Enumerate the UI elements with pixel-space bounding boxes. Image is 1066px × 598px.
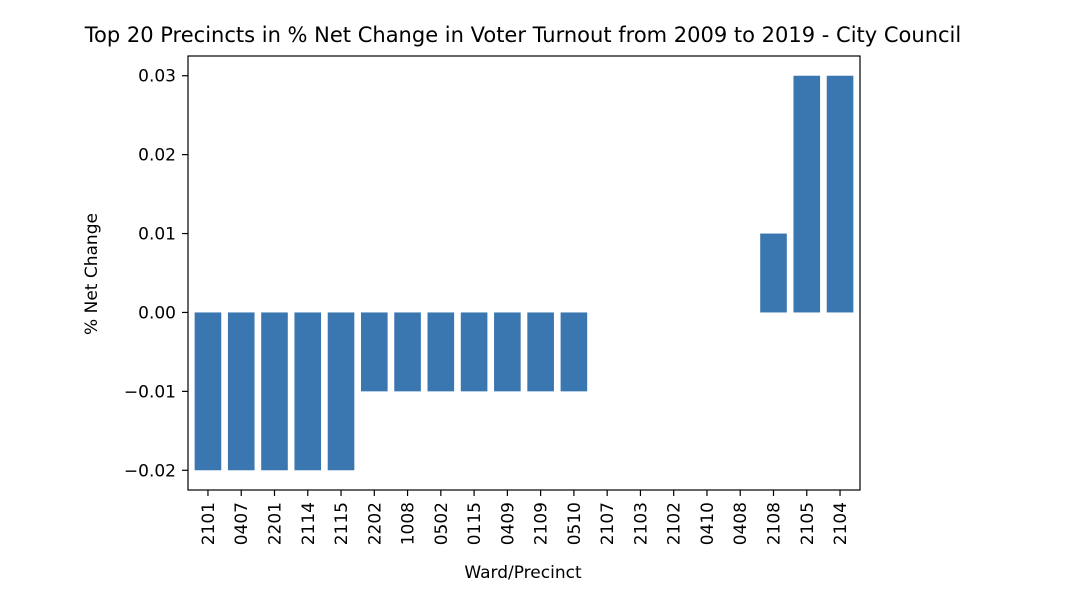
bar-2108 [760, 233, 787, 313]
x-tick-label: 2114 [299, 502, 319, 545]
y-tick-label: −0.01 [124, 382, 176, 402]
bar-0409 [494, 312, 521, 392]
bar-2104 [826, 75, 854, 313]
x-tick-label: 2107 [598, 502, 618, 545]
x-tick-label: 2102 [665, 502, 685, 545]
bar-2109 [527, 312, 554, 392]
x-tick-label: 0407 [232, 502, 252, 545]
x-tick-label: 1008 [399, 502, 419, 545]
x-tick-label: 0502 [432, 502, 452, 545]
bar-2202 [360, 312, 388, 392]
x-tick-label: 0510 [565, 502, 585, 545]
x-tick-label: 0115 [465, 502, 485, 545]
y-axis: −0.02 −0.01 0.00 0.01 0.02 0.03 [124, 67, 188, 481]
x-tick-label: 2101 [199, 502, 219, 545]
bar-0502 [427, 312, 455, 392]
y-tick-label: 0.01 [138, 225, 176, 245]
bars-group [194, 75, 854, 471]
bar-1008 [394, 312, 421, 392]
x-tick-label: 2202 [365, 502, 385, 545]
x-tick-label: 2108 [765, 502, 785, 545]
bar-2114 [294, 312, 322, 471]
x-tick-label: 2105 [798, 502, 818, 545]
bar-2115 [327, 312, 355, 471]
y-tick-label: 0.03 [138, 67, 176, 87]
x-tick-label: 2103 [631, 502, 651, 545]
bar-0407 [227, 312, 255, 471]
bar-0115 [460, 312, 488, 392]
x-tick-label: 2201 [265, 502, 285, 545]
x-tick-label: 0408 [731, 502, 751, 545]
x-tick-label: 0410 [698, 502, 718, 545]
y-tick-label: 0.00 [138, 303, 176, 323]
x-tick-label: 2104 [831, 502, 851, 545]
x-tick-label: 2115 [332, 502, 352, 545]
y-tick-label: −0.02 [124, 461, 176, 481]
plot-frame [187, 55, 861, 491]
bar-2101 [194, 312, 222, 471]
bar-2201 [261, 312, 288, 471]
x-axis-label: Ward/Precinct [464, 563, 582, 583]
y-axis-label: % Net Change [82, 213, 102, 335]
x-tick-label: 2109 [532, 502, 552, 545]
x-tick-label: 0409 [498, 502, 518, 545]
bar-0510 [560, 312, 588, 392]
x-axis: 2101 0407 2201 2114 2115 2202 1008 0502 0115 0409… [199, 490, 851, 545]
chart-title: Top 20 Precincts in % Net Change in Vote… [84, 23, 961, 47]
y-tick-label: 0.02 [138, 146, 176, 166]
bar-2105 [793, 75, 821, 313]
